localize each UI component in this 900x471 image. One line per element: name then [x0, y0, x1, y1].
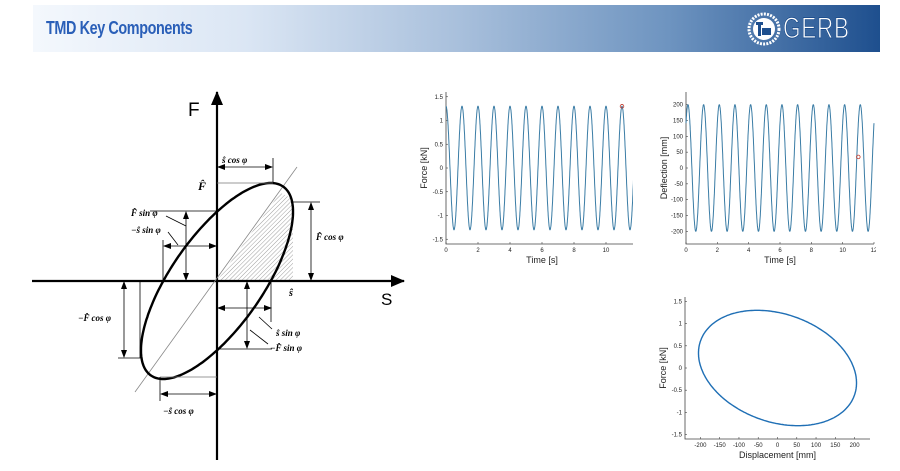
y-tick-label: 0 — [440, 166, 444, 172]
gerb-logo: GERB — [747, 10, 872, 48]
header-bar: TMD Key Components GERB — [33, 5, 880, 52]
x-tick-label: 0 — [444, 248, 448, 254]
y-tick-label: -100 — [671, 198, 684, 204]
x-tick-label: 10 — [839, 248, 846, 254]
data-marker — [619, 104, 625, 109]
label-neg-f-sin-phi: −F̂ sin φ — [270, 342, 302, 353]
x-tick-label: 2 — [476, 248, 480, 254]
f-axis-label: F — [188, 100, 200, 121]
page-title: TMD Key Components — [46, 18, 193, 38]
y-tick-label: -150 — [671, 214, 684, 220]
label-f-cos-phi: F̂ cos φ — [315, 231, 344, 242]
gerb-emblem-icon — [747, 12, 781, 46]
x-tick-label: 4 — [508, 248, 512, 254]
y-tick-label: -1 — [677, 410, 683, 416]
deflection-time-plot: Time [s] Deflection [mm] 0 2 4 6 8 10 12 -200 -1… — [659, 92, 876, 265]
x-tick-label: -200 — [694, 443, 707, 449]
x-tick-label: 6 — [540, 248, 544, 254]
y-tick-label: 1.5 — [435, 95, 444, 101]
x-axis-label: Displacement [mm] — [739, 450, 816, 460]
y-tick-label: 150 — [673, 119, 684, 125]
y-axis-label: Force [kN] — [419, 147, 429, 189]
label-neg-s-cos-phi: −ŝ cos φ — [163, 406, 194, 416]
x-tick-label: 150 — [830, 443, 841, 449]
s-axis-label: S — [381, 290, 392, 309]
label-s-cos-phi: ŝ cos φ — [221, 155, 247, 165]
x-tick-label: 0 — [684, 248, 688, 254]
y-tick-label: -1.5 — [433, 237, 444, 243]
data-marker — [856, 154, 861, 160]
hysteresis-ellipse — [139, 181, 295, 381]
stiffness-diagonal — [134, 166, 298, 393]
label-s-sin-phi: ŝ sin φ — [275, 328, 300, 338]
y-tick-label: -200 — [671, 229, 684, 235]
x-tick-label: 4 — [747, 248, 751, 254]
label-s-hat: ŝ — [288, 288, 294, 299]
x-tick-label: 100 — [811, 443, 822, 449]
y-tick-label: 1 — [440, 119, 444, 125]
series-loop — [697, 309, 858, 427]
y-tick-label: -1.5 — [672, 433, 683, 439]
y-tick-label: -50 — [674, 182, 683, 188]
x-tick-label: 10 — [603, 248, 610, 254]
series-line — [445, 105, 633, 231]
x-tick-label: 2 — [716, 248, 720, 254]
force-displacement-plot: Displacement [mm] Force [kN] -200 -150 -10… — [658, 297, 870, 460]
x-tick-label: 0 — [776, 443, 780, 449]
y-tick-label: 1 — [679, 322, 683, 328]
label-neg-s-sin-phi: −ŝ sin φ — [131, 225, 161, 235]
y-axis-label: Force [kN] — [658, 347, 668, 389]
x-tick-label: 12 — [871, 248, 876, 254]
x-tick-label: -150 — [714, 443, 727, 449]
label-f-hat: F̂ — [197, 179, 206, 193]
x-axis-label: Time [s] — [764, 255, 796, 265]
label-neg-f-cos-phi: −F̂ cos φ — [78, 312, 111, 323]
y-axis-label: Deflection [mm] — [659, 137, 669, 200]
dimension-lines — [118, 158, 320, 401]
y-tick-label: 0 — [680, 166, 684, 172]
force-time-plot: Time [s] Force [kN] 024681012-1.5-1-0.50… — [419, 92, 633, 265]
y-tick-label: 1.5 — [674, 299, 683, 305]
logo-text: GERB — [782, 12, 850, 46]
hatched-work-area — [217, 193, 293, 281]
label-f-sin-phi: F̂ sin φ — [130, 207, 158, 218]
x-tick-label: 50 — [793, 443, 800, 449]
x-tick-label: 8 — [572, 248, 576, 254]
x-tick-label: 200 — [850, 443, 861, 449]
x-tick-label: 6 — [778, 248, 782, 254]
y-tick-label: -0.5 — [433, 190, 444, 196]
y-tick-label: 50 — [676, 150, 683, 156]
series-line — [685, 104, 875, 232]
y-tick-label: 0.5 — [435, 142, 444, 148]
y-tick-label: 0.5 — [674, 344, 683, 350]
y-tick-label: -1 — [438, 214, 444, 220]
x-tick-label: -100 — [733, 443, 746, 449]
x-tick-label: 8 — [810, 248, 814, 254]
y-tick-label: 200 — [673, 103, 684, 109]
y-tick-label: -0.5 — [672, 388, 683, 394]
y-tick-label: 100 — [673, 134, 684, 140]
y-tick-label: 0 — [679, 366, 683, 372]
x-tick-label: -50 — [754, 443, 763, 449]
axes-frame — [684, 297, 870, 440]
x-axis-label: Time [s] — [526, 255, 558, 265]
